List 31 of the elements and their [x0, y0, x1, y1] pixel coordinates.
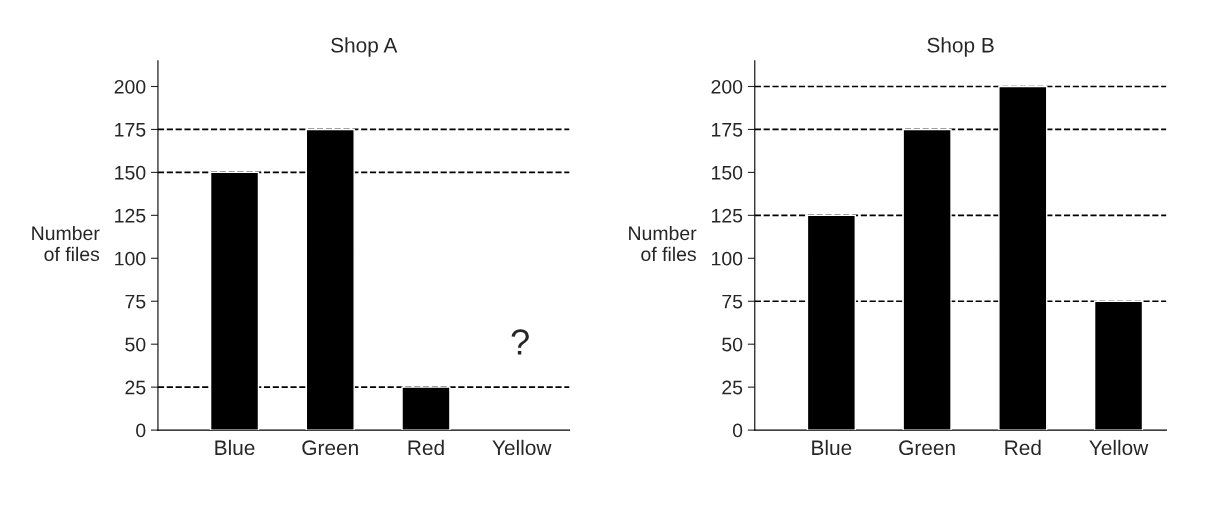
y-tick-label: 125	[712, 208, 743, 223]
y-tick-label: 150	[712, 165, 743, 180]
x-tick-label: Blue	[812, 439, 852, 456]
x-tick-label: Red	[408, 439, 444, 456]
y-tick-label: 100	[115, 251, 146, 266]
y-tick-label: 75	[125, 294, 146, 309]
y-tick-label: 25	[125, 380, 146, 395]
y-tick-label: 175	[712, 123, 743, 137]
x-tick-label: Yellow	[1089, 439, 1149, 456]
x-tick-label: Green	[899, 440, 955, 456]
x-tick-label: Blue	[215, 439, 255, 456]
y-tick-label: 200	[711, 79, 743, 94]
annotation: ?	[511, 329, 529, 355]
y-axis-title: Number of files	[32, 225, 100, 262]
x-tick-label: Red	[1005, 439, 1041, 456]
y-tick-label: 75	[722, 294, 743, 309]
y-tick-label: 150	[115, 165, 146, 180]
x-tick-label: Yellow	[492, 439, 552, 456]
chart-title: Shop B	[927, 37, 994, 57]
chart-title: Shop A	[331, 37, 398, 57]
y-tick-label: 25	[722, 380, 743, 395]
y-tick-label: 175	[115, 123, 146, 137]
y-tick-label: 0	[136, 423, 146, 438]
y-tick-label: 100	[712, 251, 743, 266]
y-tick-label: 125	[115, 208, 146, 223]
y-tick-label: 50	[125, 337, 146, 352]
y-tick-label: 50	[722, 337, 743, 352]
y-axis-title: Number of files	[629, 225, 697, 262]
y-tick-label: 200	[114, 79, 146, 94]
x-tick-label: Green	[302, 440, 358, 456]
y-tick-label: 0	[732, 423, 743, 438]
